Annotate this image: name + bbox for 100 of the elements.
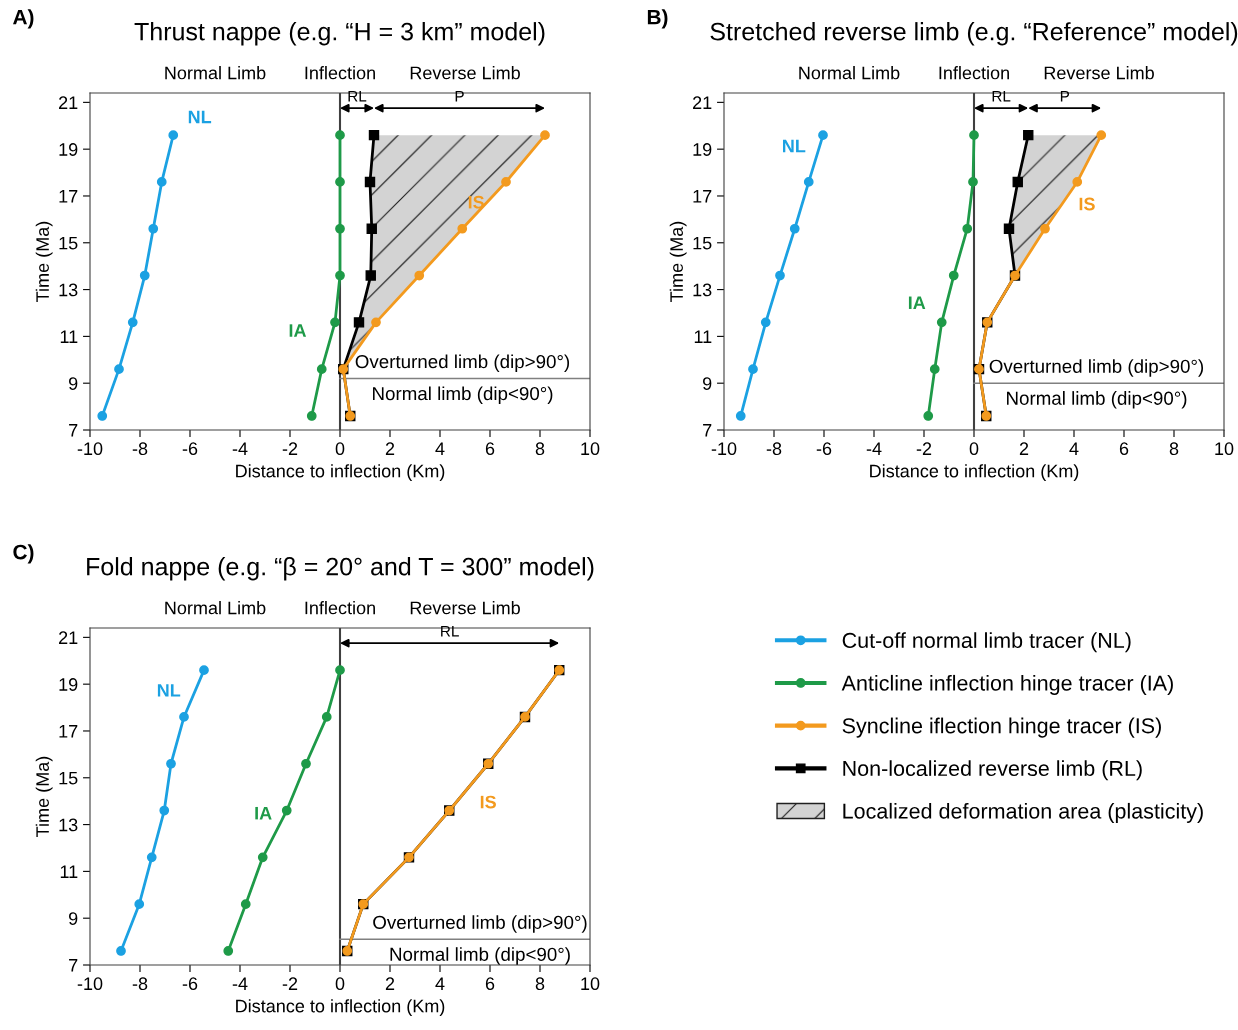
legend-label: Non-localized reverse limb (RL): [843, 760, 1142, 781]
text: Reverse Limb: [410, 601, 520, 615]
annotation: NL: [157, 684, 181, 697]
x-tick-label: -6: [182, 977, 198, 991]
chart-title: Thrust nappe (e.g. “H = 3 km” model): [134, 22, 545, 46]
x-tick-label: 10: [581, 442, 600, 456]
annotation: IA: [908, 296, 926, 309]
x-tick-label: 4: [1069, 442, 1079, 455]
text: Inflection: [305, 601, 375, 615]
chart-title: Fold nappe (e.g. “β = 20° and T = 300” model): [87, 557, 594, 581]
y-tick-label: 9: [69, 377, 78, 390]
y-tick-label: 13: [693, 283, 712, 297]
annotation: Overturned limb (dip>90°): [355, 354, 570, 372]
text: Inflection: [939, 66, 1009, 80]
x-tick-label: -8: [132, 977, 148, 991]
annotation: RL: [992, 90, 1011, 102]
text: Inflection: [305, 66, 375, 80]
text: Normal Limb: [799, 66, 900, 80]
y-tick-label: 17: [693, 190, 712, 203]
y-tick-label: 21: [59, 96, 78, 109]
x-tick-label: -2: [282, 977, 298, 990]
legend-label: Syncline iflection hinge tracer (IS): [842, 717, 1161, 738]
y-tick-label: 15: [59, 771, 78, 785]
y-tick-label: 9: [69, 912, 78, 925]
text: Reverse Limb: [410, 66, 520, 80]
y-tick-label: 19: [59, 678, 78, 691]
x-tick-label: 10: [1215, 442, 1234, 456]
annotation: IS: [468, 195, 484, 209]
annotation: Overturned limb (dip>90°): [373, 915, 587, 933]
text: B): [647, 9, 668, 29]
x-tick-label: 8: [535, 977, 545, 991]
x-tick-label: -8: [132, 442, 148, 456]
annotation: IS: [480, 795, 496, 809]
legend-label: Anticline inflection hinge tracer (IA): [841, 674, 1173, 695]
annotation: RL: [348, 90, 367, 102]
annotation: Normal limb (dip<90°): [390, 947, 570, 965]
y-tick-label: 7: [703, 424, 712, 437]
y-tick-label: 15: [693, 236, 712, 250]
x-axis-title: Distance to inflection (Km): [236, 464, 445, 482]
x-tick-label: 2: [385, 442, 395, 455]
x-tick-label: -6: [182, 442, 198, 456]
y-axis-title: Time (Ma): [35, 756, 53, 837]
y-tick-label: 17: [59, 725, 78, 738]
y-tick-label: 21: [693, 96, 712, 109]
y-tick-label: 17: [59, 190, 78, 203]
annotation: Normal limb (dip<90°): [1007, 391, 1187, 409]
x-tick-label: 2: [385, 977, 395, 990]
x-tick-label: -6: [816, 442, 832, 456]
x-tick-label: 10: [581, 977, 600, 991]
x-tick-label: 4: [435, 977, 445, 990]
y-tick-label: 15: [59, 236, 78, 250]
x-axis-title: Distance to inflection (Km): [870, 464, 1079, 482]
text: Reverse Limb: [1044, 66, 1154, 80]
legend-label: Localized deformation area (plasticity): [843, 802, 1203, 823]
text: A): [13, 9, 34, 29]
x-tick-label: -2: [916, 442, 932, 455]
y-tick-label: 11: [60, 865, 78, 878]
x-tick-label: 2: [1019, 442, 1029, 455]
y-tick-label: 19: [59, 143, 78, 156]
y-tick-label: 19: [693, 143, 712, 156]
text: Normal Limb: [165, 601, 266, 615]
x-tick-label: 6: [485, 977, 495, 991]
x-tick-label: 0: [969, 442, 979, 456]
x-tick-label: -4: [232, 977, 248, 990]
y-tick-label: 11: [694, 330, 712, 343]
annotation: Overturned limb (dip>90°): [989, 359, 1204, 377]
annotation: NL: [188, 110, 212, 124]
x-tick-label: -10: [711, 442, 737, 456]
x-tick-label: 6: [1119, 442, 1129, 456]
x-tick-label: -4: [866, 442, 882, 455]
x-tick-label: -4: [232, 442, 248, 455]
y-axis-title: Time (Ma): [669, 221, 687, 302]
legend-label: Cut-off normal limb tracer (NL): [842, 632, 1131, 653]
y-tick-label: 7: [69, 959, 78, 972]
y-axis-title: Time (Ma): [35, 221, 53, 302]
x-tick-label: 8: [1169, 442, 1179, 456]
x-tick-label: 0: [335, 977, 345, 991]
x-tick-label: -8: [766, 442, 782, 456]
annotation: Normal limb (dip<90°): [373, 386, 553, 404]
y-tick-label: 7: [69, 424, 78, 437]
chart-title: Stretched reverse limb (e.g. “Reference” model): [710, 22, 1238, 46]
x-tick-label: -2: [282, 442, 298, 455]
y-tick-label: 11: [60, 330, 78, 343]
annotation: P: [1060, 90, 1070, 102]
x-tick-label: 6: [485, 442, 495, 456]
y-tick-label: 13: [59, 818, 78, 832]
annotation: IA: [289, 324, 307, 337]
annotation: IA: [255, 806, 272, 820]
x-tick-label: -10: [77, 977, 103, 991]
x-tick-label: 4: [435, 442, 445, 455]
annotation: RL: [441, 625, 459, 637]
x-tick-label: 0: [335, 442, 345, 456]
y-tick-label: 13: [59, 283, 78, 297]
annotation: NL: [783, 139, 806, 153]
annotation: IS: [1079, 197, 1095, 211]
x-tick-label: -10: [77, 442, 103, 456]
x-tick-label: 8: [535, 442, 545, 456]
y-tick-label: 9: [703, 377, 712, 390]
annotation: P: [455, 90, 464, 102]
y-tick-label: 21: [59, 631, 78, 644]
